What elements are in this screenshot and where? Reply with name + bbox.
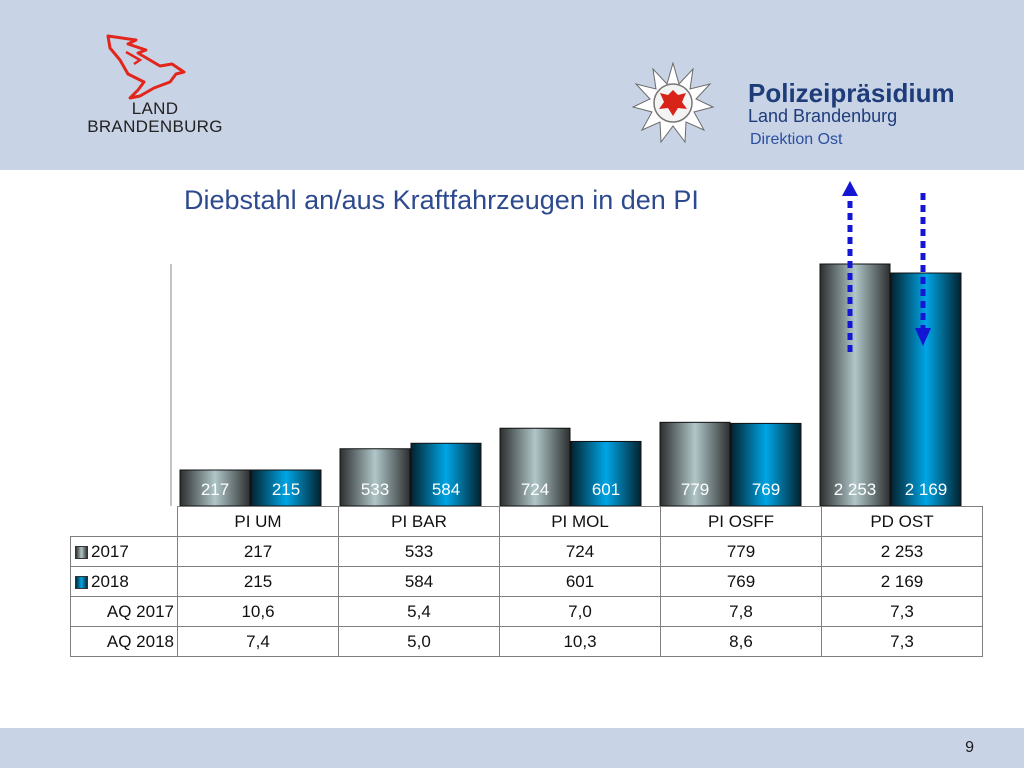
table-row: 2018 215 584 601 769 2 169: [70, 566, 983, 597]
land-logo-line2: BRANDENBURG: [87, 117, 223, 136]
bar-2018-pi-osff: [730, 422, 802, 507]
table-header-row: PI UM PI BAR PI MOL PI OSFF PD OST: [70, 506, 983, 537]
table-corner-cell: [70, 506, 178, 537]
bar-chart: 217 215 533 584 724 601 779 769 2 253 2 169: [170, 181, 962, 507]
table-cell: 7,0: [499, 596, 661, 627]
legend-label: AQ 2017: [106, 601, 174, 621]
legend-label: AQ 2018: [106, 631, 174, 651]
chart-data-table: PI UM PI BAR PI MOL PI OSFF PD OST 2017 217 533…: [70, 506, 983, 657]
data-label-2018-pi-um: 215: [272, 480, 300, 499]
table-cell: 7,3: [821, 626, 983, 657]
category-label: PD OST: [821, 506, 983, 537]
table-cell: 7,3: [821, 596, 983, 627]
table-row-label: 2018: [70, 566, 178, 597]
legend-swatch-icon: [75, 545, 88, 559]
table-row-label: AQ 2017: [70, 596, 178, 627]
table-cell: 10,3: [499, 626, 661, 657]
table-cell: 584: [338, 566, 500, 597]
table-row-label: AQ 2018: [70, 626, 178, 657]
police-star-badge-icon: [632, 62, 714, 144]
chart-title: Diebstahl an/aus Kraftfahrzeugen in den …: [184, 185, 699, 215]
category-label: PI MOL: [499, 506, 661, 537]
data-label-2017-pi-mol: 724: [521, 480, 549, 499]
bar-2017-pi-mol: [499, 427, 571, 507]
land-logo-line1: LAND: [131, 99, 179, 118]
legend-label: 2017: [91, 541, 129, 561]
header-band: [0, 0, 1024, 170]
bar-2017-pd-ost: [819, 263, 891, 507]
table-cell: 779: [660, 536, 822, 567]
bar-2017-pi-bar: [339, 448, 411, 507]
land-logo-text: LAND BRANDENBURG: [80, 100, 230, 136]
legend-label: 2018: [91, 571, 129, 591]
data-label-2018-pi-osff: 769: [752, 480, 780, 499]
table-cell: 7,8: [660, 596, 822, 627]
bar-2018-pi-um: [250, 469, 322, 507]
table-cell: 533: [338, 536, 500, 567]
legend-swatch-icon: [75, 575, 88, 589]
table-cell: 7,4: [177, 626, 339, 657]
bar-2017-pi-osff: [659, 421, 731, 507]
police-title: Polizeipräsidium: [748, 78, 955, 108]
table-cell: 2 169: [821, 566, 983, 597]
data-label-2018-pi-mol: 601: [592, 480, 620, 499]
table-row: 2017 217 533 724 779 2 253: [70, 536, 983, 567]
category-label: PI BAR: [338, 506, 500, 537]
bar-2018-pd-ost: [890, 272, 962, 507]
brandenburg-eagle-logo: [106, 34, 186, 100]
table-cell: 601: [499, 566, 661, 597]
category-label: PI OSFF: [660, 506, 822, 537]
data-label-2018-pd-ost: 2 169: [905, 480, 948, 499]
data-label-2017-pi-um: 217: [201, 480, 229, 499]
table-cell: 5,0: [338, 626, 500, 657]
table-cell: 5,4: [338, 596, 500, 627]
table-row: AQ 2018 7,4 5,0 10,3 8,6 7,3: [70, 626, 983, 657]
annotation-arrow-up-icon: [842, 181, 858, 352]
table-row: AQ 2017 10,6 5,4 7,0 7,8 7,3: [70, 596, 983, 627]
table-cell: 215: [177, 566, 339, 597]
data-label-2018-pi-bar: 584: [432, 480, 460, 499]
table-cell: 8,6: [660, 626, 822, 657]
data-label-2017-pi-bar: 533: [361, 480, 389, 499]
category-label: PI UM: [177, 506, 339, 537]
page-number: 9: [965, 739, 974, 756]
table-row-label: 2017: [70, 536, 178, 567]
annotation-arrow-down-icon: [915, 193, 931, 346]
footer-band: [0, 728, 1024, 768]
table-cell: 724: [499, 536, 661, 567]
data-label-2017-pi-osff: 779: [681, 480, 709, 499]
table-cell: 10,6: [177, 596, 339, 627]
data-label-2017-pd-ost: 2 253: [834, 480, 877, 499]
table-cell: 769: [660, 566, 822, 597]
bar-2018-pi-bar: [410, 442, 482, 507]
table-cell: 2 253: [821, 536, 983, 567]
police-subtitle: Land Brandenburg: [748, 106, 898, 126]
table-cell: 217: [177, 536, 339, 567]
police-direction: Direktion Ost: [750, 131, 843, 148]
